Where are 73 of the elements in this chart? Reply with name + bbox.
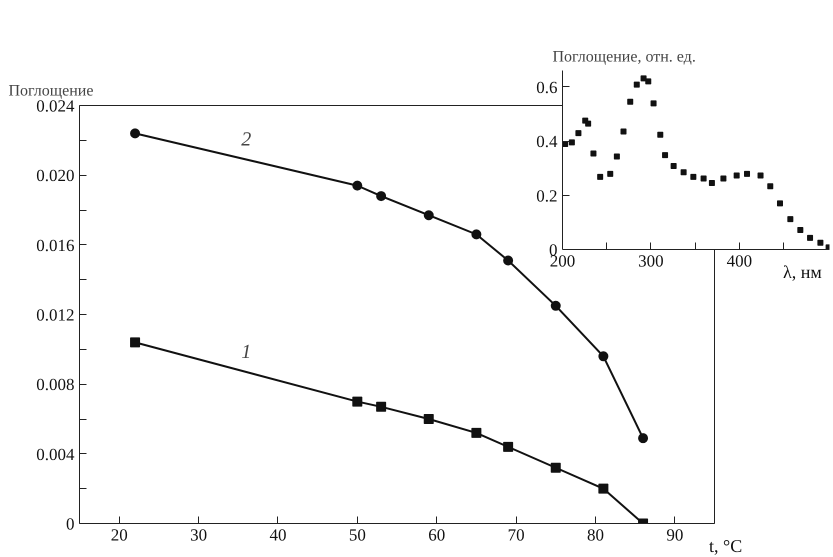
point: [787, 216, 794, 222]
point: [471, 428, 482, 438]
point: [650, 100, 657, 106]
y-tick-label: 0.024: [36, 96, 75, 116]
point: [670, 162, 677, 169]
point: [598, 351, 608, 362]
y-tick-label: 0.016: [36, 236, 74, 255]
y-tick-label: 0.4: [536, 132, 558, 152]
y-tick-label: 0.020: [36, 166, 74, 186]
point: [471, 229, 482, 240]
point: [597, 174, 604, 180]
point: [598, 484, 608, 494]
x-tick-label: 20: [110, 526, 128, 544]
series-label: 2: [241, 128, 252, 150]
point: [503, 442, 514, 452]
point: [758, 172, 764, 178]
y-tick-label: 0.6: [536, 78, 558, 97]
y-tick-label: 0.012: [36, 306, 74, 324]
point: [550, 462, 561, 473]
point: [662, 152, 668, 158]
x-tick-label: 300: [638, 252, 664, 270]
point: [627, 98, 634, 105]
x-tick-label: 400: [726, 252, 752, 270]
point: [550, 300, 561, 311]
x-tick-label: 80: [586, 526, 604, 544]
point: [376, 402, 386, 412]
point: [503, 256, 514, 266]
x-tick-label: 70: [508, 526, 525, 544]
x-axis-title: t, °C: [709, 535, 742, 557]
point: [620, 128, 627, 135]
point: [638, 433, 648, 444]
point: [734, 172, 740, 178]
point: [817, 240, 824, 246]
x-tick-label: 50: [348, 526, 366, 544]
point: [424, 210, 434, 220]
x-tick-label: 60: [428, 526, 446, 544]
series-label: 1: [241, 340, 252, 363]
point: [645, 78, 652, 84]
point: [424, 414, 434, 424]
point: [744, 170, 750, 177]
point: [776, 200, 783, 206]
x-tick-label: 40: [269, 526, 286, 544]
point: [585, 120, 592, 127]
x-axis-title: λ, нм: [783, 261, 822, 284]
point: [607, 170, 614, 177]
point: [568, 139, 575, 146]
point: [657, 132, 664, 138]
y-tick-label: 0: [66, 514, 74, 534]
point: [634, 82, 640, 88]
point: [590, 150, 596, 156]
point: [130, 128, 140, 138]
x-tick-label: 90: [666, 526, 684, 544]
y-tick-label: 0.008: [36, 375, 74, 394]
point: [690, 174, 696, 180]
point: [130, 337, 140, 348]
point: [614, 153, 620, 160]
point: [720, 175, 726, 182]
point: [767, 183, 774, 190]
point: [352, 396, 362, 407]
point: [708, 180, 715, 186]
point: [376, 191, 386, 202]
y-axis-title: Поглощение: [8, 82, 94, 100]
point: [807, 234, 814, 241]
y-tick-label: 0.004: [36, 444, 75, 464]
point: [352, 180, 362, 191]
chart-title: Поглощение, отн. ед.: [552, 48, 696, 66]
y-tick-label: 0.2: [536, 186, 558, 206]
point: [680, 169, 687, 176]
point: [797, 226, 804, 233]
point: [575, 130, 582, 136]
x-tick-label: 30: [190, 526, 208, 544]
point: [640, 75, 647, 82]
point: [700, 175, 707, 182]
